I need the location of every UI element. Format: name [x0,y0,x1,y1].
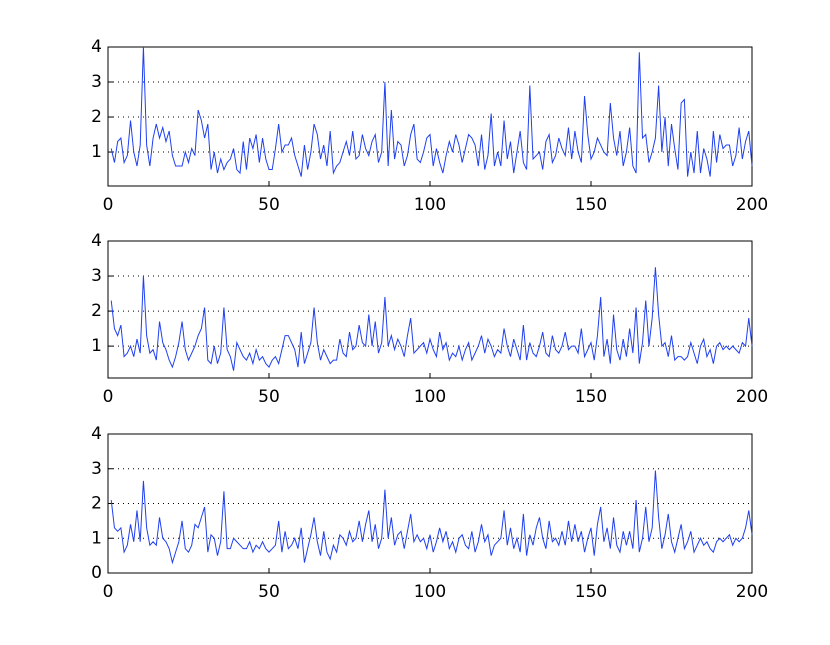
x-tick-label: 50 [258,195,280,215]
x-tick-label: 0 [103,195,114,215]
y-tick-label: 1 [91,528,102,548]
x-tick-label: 0 [103,387,114,407]
x-tick-label: 150 [575,195,607,215]
y-tick-label: 2 [91,494,102,514]
axes-frame [107,46,753,187]
y-tick-label: 3 [91,266,102,286]
x-tick-label: 100 [414,195,446,215]
y-tick-label: 0 [91,563,102,583]
x-tick-label: 100 [414,582,446,602]
data-line [110,267,753,371]
x-tick-label: 150 [575,582,607,602]
x-tick-label: 200 [736,582,768,602]
x-tick-label: 100 [414,387,446,407]
y-tick-label: 2 [91,301,102,321]
y-tick-label: 3 [91,459,102,479]
x-tick-label: 0 [103,582,114,602]
x-tick-label: 200 [736,195,768,215]
x-tick-label: 50 [258,582,280,602]
y-tick-label: 3 [91,72,102,92]
y-tick-label: 4 [91,231,102,251]
data-line [110,46,753,177]
x-tick-label: 50 [258,387,280,407]
y-tick-label: 1 [91,142,102,162]
y-tick-label: 1 [91,336,102,356]
axes-frame [107,433,753,574]
y-tick-label: 4 [91,424,102,444]
y-tick-label: 4 [91,37,102,57]
data-line [110,470,753,565]
y-tick-label: 2 [91,107,102,127]
x-tick-label: 200 [736,387,768,407]
x-tick-label: 150 [575,387,607,407]
